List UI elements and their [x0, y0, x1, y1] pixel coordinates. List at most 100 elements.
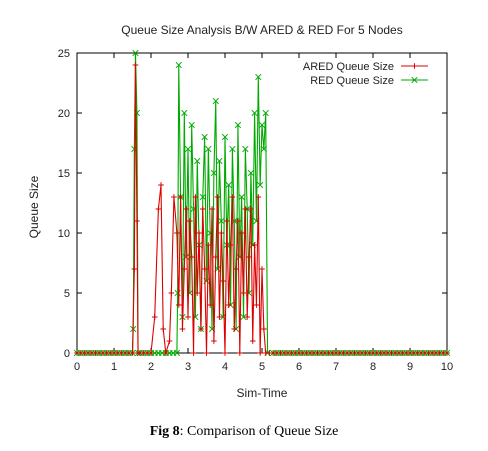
- x-tick-label: 9: [407, 361, 413, 373]
- legend-label-red-queue-size: RED Queue Size: [310, 75, 394, 87]
- red-queue-size-point: [205, 145, 212, 153]
- ared-queue-size-point: [201, 266, 208, 272]
- figure-caption: Fig 8: Comparison of Queue Size: [0, 424, 488, 440]
- ared-queue-size-point: [174, 230, 180, 236]
- x-tick-label: 2: [148, 361, 154, 373]
- red-queue-size-point: [240, 313, 247, 321]
- ared-queue-size-point: [194, 290, 201, 296]
- ared-queue-size-point: [155, 206, 162, 212]
- red-queue-size-point: [262, 109, 269, 117]
- y-tick-label: 0: [64, 348, 70, 360]
- figure-caption-label: Fig 8: [149, 424, 180, 439]
- x-tick-label: 8: [370, 361, 376, 373]
- ared-queue-size-point: [207, 302, 213, 308]
- ared-queue-size-point: [253, 302, 260, 308]
- y-tick-label: 10: [58, 228, 70, 240]
- ared-queue-size-point: [179, 326, 186, 332]
- ared-queue-size-point: [225, 302, 232, 308]
- ared-queue-size-point: [181, 266, 188, 272]
- ared-queue-size-point: [200, 206, 206, 212]
- ared-queue-size-point: [231, 326, 238, 332]
- ared-queue-size-point: [216, 314, 223, 320]
- ared-queue-size-point: [168, 290, 175, 296]
- red-queue-size-point: [188, 121, 195, 129]
- ared-queue-size-point: [190, 350, 197, 356]
- ared-queue-size-point: [205, 242, 212, 248]
- ared-queue-size-point: [131, 266, 138, 272]
- ared-queue-size-point: [163, 350, 169, 356]
- red-queue-size-point: [255, 73, 262, 81]
- red-queue-size-point: [256, 181, 264, 189]
- red-queue-size-point: [199, 193, 206, 201]
- x-tick-label: 7: [333, 361, 339, 373]
- ared-queue-size-point: [211, 338, 217, 344]
- red-queue-size-point: [225, 181, 232, 189]
- red-queue-size-point: [251, 109, 258, 117]
- legend-label-ared-queue-size: ARED Queue Size: [303, 61, 394, 73]
- red-queue-size-point: [212, 97, 219, 105]
- red-queue-size-point: [221, 133, 229, 141]
- y-tick-label: 5: [64, 288, 70, 300]
- red-queue-size-point: [184, 145, 192, 153]
- figure-caption-text: : Comparison of Queue Size: [179, 424, 339, 439]
- ared-queue-size-point: [196, 230, 202, 236]
- red-queue-size-point: [216, 157, 223, 165]
- red-queue-size-point: [194, 157, 201, 165]
- ared-queue-size-point: [229, 194, 236, 200]
- ared-queue-size-point: [246, 254, 252, 260]
- ared-queue-size-point: [218, 230, 225, 236]
- red-queue-size-point: [260, 145, 268, 153]
- ared-queue-size-point: [224, 218, 230, 224]
- ared-queue-size-line: [77, 64, 447, 354]
- ared-queue-size-point: [240, 290, 247, 296]
- red-queue-size-point: [201, 133, 208, 141]
- red-queue-size-point: [238, 193, 245, 201]
- red-queue-size-point: [234, 121, 242, 129]
- ared-queue-size-point: [198, 326, 204, 332]
- ared-queue-size-point: [134, 218, 140, 224]
- ared-queue-size-point: [171, 194, 177, 200]
- ared-queue-size-point: [175, 302, 182, 308]
- legend-marker-red-queue-size: [411, 76, 418, 84]
- ared-queue-size-point: [185, 314, 191, 320]
- ared-queue-size-point: [177, 194, 184, 200]
- red-queue-size-point: [175, 61, 182, 69]
- ared-queue-size-point: [227, 242, 234, 248]
- red-queue-size-point: [210, 169, 218, 177]
- ared-queue-size-baseline-point: [144, 350, 151, 356]
- ared-queue-size-point: [166, 338, 173, 344]
- ared-queue-size-point: [220, 278, 226, 284]
- red-queue-size-line: [77, 52, 447, 354]
- chart-title: Queue Size Analysis B/W ARED & RED For 5…: [121, 23, 402, 37]
- x-tick-label: 6: [296, 361, 302, 373]
- x-tick-label: 0: [74, 361, 80, 373]
- ared-queue-size-point: [261, 326, 267, 332]
- ared-queue-size-point: [160, 326, 167, 332]
- ared-queue-size-point: [238, 230, 245, 236]
- ared-queue-size-point: [188, 254, 195, 260]
- plot-frame: [76, 52, 448, 354]
- ared-queue-size-point: [233, 266, 239, 272]
- ared-queue-size-point: [259, 266, 265, 272]
- y-tick-label: 15: [58, 168, 70, 180]
- red-queue-size-point: [229, 145, 236, 153]
- ared-queue-size-point: [214, 194, 221, 200]
- ared-queue-size-baseline-point: [444, 350, 450, 356]
- ared-queue-size-baseline-point: [126, 350, 132, 356]
- ared-queue-size-point: [249, 338, 256, 344]
- legend-marker-ared-queue-size: [411, 63, 418, 69]
- ared-queue-size-point: [192, 194, 199, 200]
- x-tick-label: 4: [222, 361, 228, 373]
- red-queue-size-baseline-point: [170, 349, 177, 357]
- ared-queue-size-point: [242, 206, 249, 212]
- y-axis-label: Queue Size: [27, 175, 41, 238]
- x-axis-label: Sim-Time: [237, 386, 288, 400]
- ared-queue-size-point: [203, 350, 210, 356]
- ared-queue-size-point: [255, 194, 262, 200]
- red-queue-size-point: [258, 121, 266, 129]
- ared-queue-size-point: [244, 314, 250, 320]
- red-queue-size-point: [242, 145, 249, 153]
- x-tick-label: 3: [185, 361, 191, 373]
- ared-queue-size-point: [183, 206, 189, 212]
- ared-queue-size-point: [257, 350, 263, 356]
